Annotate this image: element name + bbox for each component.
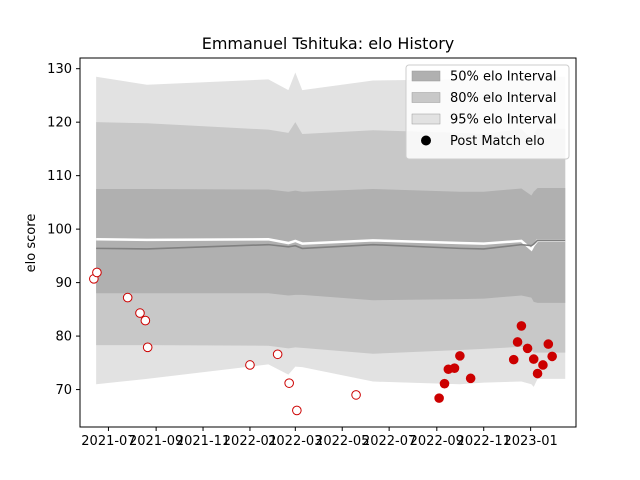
elo-mean-line: [96, 239, 566, 250]
legend-label: 95% elo Interval: [450, 113, 557, 128]
y-tick-label: 80: [55, 330, 72, 345]
legend-swatch: [411, 113, 441, 125]
legend-swatch: [411, 92, 441, 103]
plot-frame: [79, 57, 577, 428]
post-match-point: [532, 368, 543, 379]
post-match-point: [92, 267, 102, 278]
post-match-point: [284, 378, 294, 388]
post-match-point: [135, 308, 145, 318]
post-match-point: [245, 360, 255, 370]
legend: 50% elo Interval 80% elo Interval 95% elo …: [405, 64, 570, 160]
y-tick-label: 110: [47, 169, 72, 184]
legend-marker: [421, 135, 431, 146]
legend-swatch: [411, 70, 441, 82]
post-match-point: [455, 351, 465, 361]
y-tick-label: 70: [55, 383, 72, 398]
post-match-point: [543, 339, 554, 349]
post-match-point: [528, 354, 539, 364]
post-match-points: [89, 267, 557, 416]
y-tick-label: 90: [55, 276, 72, 291]
post-match-point: [508, 354, 519, 365]
x-tick-label: 2022-09: [410, 434, 464, 449]
axes: 7080901001101201302021-072021-092021-112…: [47, 57, 577, 449]
post-match-point: [142, 342, 153, 353]
x-tick-label: 2022-11: [457, 434, 511, 449]
legend-label: Post Match elo: [450, 134, 545, 149]
post-match-point: [434, 393, 444, 403]
post-match-point: [272, 349, 283, 360]
post-match-point: [547, 351, 557, 362]
x-tick-label: 2022-05: [315, 434, 369, 449]
chart-title: Emmanuel Tshituka: elo History: [202, 34, 455, 53]
legend-box: [405, 64, 570, 160]
post-match-point: [292, 405, 302, 416]
elo-lines: [96, 238, 566, 252]
x-tick-label: 2022-07: [362, 434, 416, 449]
post-match-point: [122, 292, 133, 303]
x-tick-label: 2021-09: [129, 434, 183, 449]
y-axis-label: elo score: [24, 214, 39, 273]
legend-label: 80% elo Interval: [450, 91, 557, 106]
x-tick-label: 2022-03: [268, 434, 322, 449]
elo-upper-line: [96, 238, 566, 252]
y-tick-label: 130: [47, 62, 72, 77]
x-tick-label: 2021-07: [81, 434, 135, 449]
legend-label: 50% elo Interval: [450, 70, 557, 85]
post-match-point: [140, 315, 151, 326]
y-tick-label: 120: [47, 116, 72, 131]
post-match-point: [465, 373, 476, 384]
post-match-point: [516, 321, 527, 331]
band-50-interval: [96, 187, 566, 303]
post-match-point: [439, 378, 450, 389]
post-match-point: [512, 337, 523, 347]
post-match-point: [538, 360, 548, 370]
x-tick-label: 2023-01: [503, 434, 557, 449]
post-match-point: [449, 363, 460, 373]
post-match-point: [351, 390, 361, 400]
post-match-point: [522, 343, 533, 354]
y-tick-label: 100: [47, 223, 72, 238]
x-tick-label: 2021-11: [176, 434, 230, 449]
x-tick-label: 2022-01: [223, 434, 277, 449]
